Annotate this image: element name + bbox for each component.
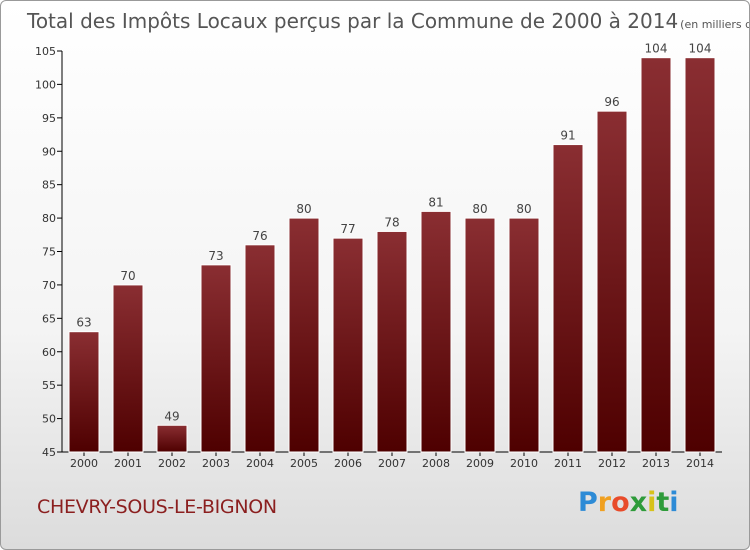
x-tick-label: 2008: [422, 457, 450, 470]
x-tick-label: 2014: [686, 457, 714, 470]
y-tick-label: 100: [35, 78, 56, 91]
bar-2007: [376, 230, 408, 453]
x-tick-label: 2005: [290, 457, 318, 470]
data-label-2014: 104: [689, 42, 712, 56]
data-label-2011: 91: [560, 129, 575, 143]
bar-2001: [112, 284, 144, 453]
x-tick-label: 2009: [466, 457, 494, 470]
proxiti-logo: Proxiti: [578, 487, 679, 518]
x-tick-label: 2002: [158, 457, 186, 470]
bar-2005: [288, 217, 320, 453]
data-label-2004: 76: [252, 229, 267, 243]
x-tick-label: 2011: [554, 457, 582, 470]
logo-letter: o: [611, 487, 630, 518]
y-tick-label: 65: [42, 312, 56, 325]
data-label-2002: 49: [164, 409, 179, 423]
x-tick-label: 2004: [246, 457, 274, 470]
y-tick-label: 60: [42, 346, 56, 359]
data-label-2000: 63: [76, 316, 91, 330]
data-label-2001: 70: [120, 269, 135, 283]
chart-title-unit: (en milliers d'€): [680, 18, 749, 31]
y-axis: 45 50 55 60 65 70 75 80 85 90 95 100 105: [35, 45, 63, 459]
data-label-2013: 104: [645, 42, 668, 56]
commune-name: CHEVRY-SOUS-LE-BIGNON: [37, 496, 277, 518]
data-label-2012: 96: [604, 95, 619, 109]
logo-letter: r: [597, 487, 612, 518]
chart-title: Total des Impôts Locaux perçus par la Co…: [26, 9, 749, 33]
y-tick-label: 75: [42, 246, 56, 259]
data-labels: 63 70 49 73 76 80 77 78 81 80 80 91 96 104 104: [76, 42, 711, 424]
bar-2006: [332, 237, 364, 453]
bar-2014: [684, 57, 716, 453]
data-label-2005: 80: [296, 202, 311, 216]
logo-letter: t: [656, 487, 670, 518]
data-label-2008: 81: [428, 195, 443, 209]
y-tick-label: 90: [42, 145, 56, 158]
y-tick-label: 85: [42, 179, 56, 192]
data-label-2007: 78: [384, 215, 399, 229]
y-tick-label: 105: [35, 45, 56, 58]
y-tick-label: 45: [42, 446, 56, 459]
x-tick-label: 2000: [70, 457, 98, 470]
chart-title-main: Total des Impôts Locaux perçus par la Co…: [26, 9, 678, 33]
y-tick-label: 80: [42, 212, 56, 225]
x-tick-label: 2010: [510, 457, 538, 470]
bar-2000: [68, 331, 100, 453]
data-label-2006: 77: [340, 222, 355, 236]
bars: [68, 57, 716, 453]
bar-2011: [552, 144, 584, 453]
x-tick-label: 2001: [114, 457, 142, 470]
y-tick-label: 50: [42, 413, 56, 426]
logo-letter: P: [578, 487, 598, 518]
bar-2010: [508, 217, 540, 453]
x-axis: 2000 2001 2002 2003 2004 2005 2006 2007 2008 2009…: [62, 451, 722, 470]
x-tick-label: 2003: [202, 457, 230, 470]
x-tick-label: 2006: [334, 457, 362, 470]
y-tick-label: 70: [42, 279, 56, 292]
data-label-2010: 80: [516, 202, 531, 216]
bar-2002: [156, 424, 188, 453]
bar-2004: [244, 244, 276, 453]
logo-letter: i: [647, 487, 657, 518]
logo-letter: i: [669, 487, 679, 518]
x-tick-label: 2007: [378, 457, 406, 470]
bar-2008: [420, 210, 452, 453]
bar-2003: [200, 264, 232, 453]
bar-2013: [640, 57, 672, 453]
y-tick-label: 55: [42, 379, 56, 392]
x-tick-label: 2013: [642, 457, 670, 470]
x-tick-label: 2012: [598, 457, 626, 470]
logo-letter: x: [629, 487, 648, 518]
bar-2012: [596, 110, 628, 453]
data-label-2009: 80: [472, 202, 487, 216]
data-label-2003: 73: [208, 249, 223, 263]
bar-2009: [464, 217, 496, 453]
y-tick-label: 95: [42, 112, 56, 125]
